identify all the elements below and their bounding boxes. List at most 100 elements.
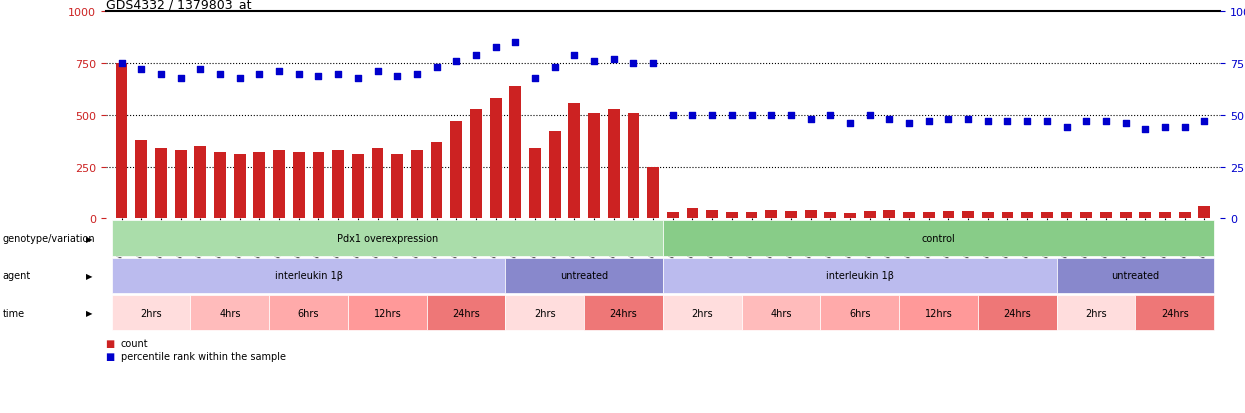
Point — [820, 112, 840, 119]
Point — [1076, 119, 1096, 125]
Point — [525, 75, 545, 82]
Point — [387, 73, 407, 80]
Bar — [194, 147, 207, 219]
Bar — [884, 211, 895, 219]
Bar — [844, 214, 855, 219]
Bar — [664, 295, 742, 330]
Bar — [820, 295, 899, 330]
Point — [959, 116, 979, 123]
Bar — [627, 114, 640, 219]
Text: Pdx1 overexpression: Pdx1 overexpression — [336, 233, 438, 244]
Bar — [664, 258, 1057, 293]
Bar — [509, 87, 522, 219]
Point — [131, 67, 151, 74]
Text: 6hrs: 6hrs — [849, 308, 870, 318]
Point — [367, 69, 387, 76]
Point — [977, 119, 997, 125]
Bar — [116, 64, 127, 219]
Bar — [824, 213, 837, 219]
Text: agent: agent — [2, 271, 31, 281]
Text: 2hrs: 2hrs — [534, 308, 555, 318]
Text: ▶: ▶ — [86, 271, 92, 280]
Text: 12hrs: 12hrs — [374, 308, 401, 318]
Point — [1037, 119, 1057, 125]
Text: count: count — [121, 339, 148, 349]
Bar — [371, 149, 383, 219]
Bar — [112, 258, 505, 293]
Point — [1175, 125, 1195, 131]
Point — [190, 67, 210, 74]
Text: 24hrs: 24hrs — [1160, 308, 1189, 318]
Bar — [766, 211, 777, 219]
Bar — [942, 211, 955, 219]
Bar — [332, 151, 344, 219]
Point — [879, 116, 899, 123]
Point — [427, 65, 447, 71]
Point — [486, 44, 505, 51]
Bar — [1041, 213, 1053, 219]
Text: ■: ■ — [106, 339, 118, 349]
Bar — [584, 295, 664, 330]
Bar — [505, 258, 664, 293]
Bar — [254, 153, 265, 219]
Point — [210, 71, 230, 78]
Bar — [549, 132, 560, 219]
Bar — [1061, 213, 1072, 219]
Text: untreated: untreated — [560, 271, 609, 281]
Point — [899, 121, 919, 127]
Bar — [471, 109, 482, 219]
Point — [939, 116, 959, 123]
Bar — [489, 99, 502, 219]
Point — [722, 112, 742, 119]
Bar — [706, 211, 718, 219]
Bar — [667, 213, 679, 219]
Bar — [982, 213, 994, 219]
Bar — [899, 295, 979, 330]
Point — [545, 65, 565, 71]
Bar — [214, 153, 225, 219]
Point — [564, 52, 584, 59]
Bar — [529, 149, 540, 219]
Point — [604, 57, 624, 63]
Point — [781, 112, 801, 119]
Point — [1017, 119, 1037, 125]
Bar — [1119, 213, 1132, 219]
Bar — [962, 211, 974, 219]
Bar — [1179, 213, 1190, 219]
Bar — [1057, 295, 1135, 330]
Bar — [1001, 213, 1013, 219]
Text: ▶: ▶ — [86, 309, 92, 317]
Point — [702, 112, 722, 119]
Point — [644, 61, 664, 67]
Text: control: control — [921, 233, 955, 244]
Text: interleukin 1β: interleukin 1β — [825, 271, 894, 281]
Point — [761, 112, 781, 119]
Bar — [923, 213, 935, 219]
Text: 2hrs: 2hrs — [691, 308, 713, 318]
Bar — [293, 153, 305, 219]
Text: 2hrs: 2hrs — [141, 308, 162, 318]
Text: time: time — [2, 308, 25, 318]
Bar — [1199, 206, 1210, 219]
Point — [1116, 121, 1135, 127]
Text: genotype/variation: genotype/variation — [2, 233, 95, 244]
Bar — [1101, 213, 1112, 219]
Bar — [864, 211, 875, 219]
Text: 24hrs: 24hrs — [452, 308, 481, 318]
Point — [801, 116, 820, 123]
Bar — [347, 295, 427, 330]
Point — [1096, 119, 1116, 125]
Point — [112, 61, 132, 67]
Bar — [903, 213, 915, 219]
Bar — [979, 295, 1057, 330]
Point — [840, 121, 860, 127]
Point — [1194, 119, 1214, 125]
Point — [289, 71, 309, 78]
Text: 24hrs: 24hrs — [1003, 308, 1031, 318]
Text: 2hrs: 2hrs — [1086, 308, 1107, 318]
Bar — [112, 221, 664, 256]
Bar — [786, 211, 797, 219]
Bar — [588, 114, 600, 219]
Point — [919, 119, 939, 125]
Bar — [746, 213, 757, 219]
